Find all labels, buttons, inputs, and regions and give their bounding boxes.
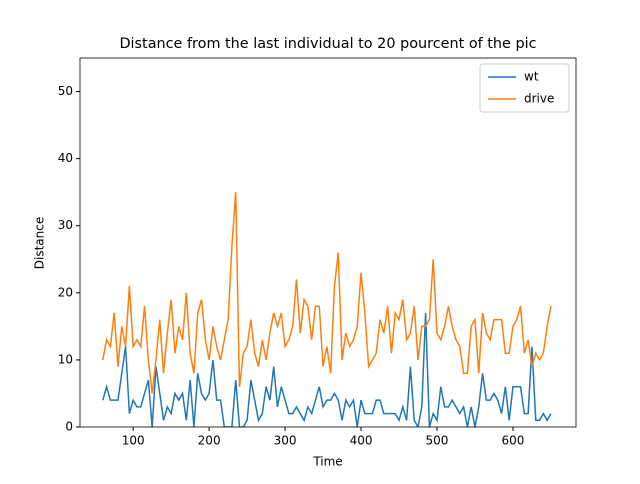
y-tick-label: 50	[58, 84, 73, 98]
legend-label: drive	[524, 92, 554, 106]
axes-frame	[79, 57, 577, 428]
x-tick-label: 400	[350, 434, 373, 448]
line-series	[102, 192, 552, 394]
y-tick-label: 0	[65, 420, 73, 434]
line-series	[102, 312, 552, 427]
x-tick-label: 600	[502, 434, 525, 448]
y-tick-label: 20	[58, 285, 73, 299]
x-tick-label: 200	[198, 434, 221, 448]
x-axis-label: Time	[312, 455, 342, 469]
y-axis-label: Distance	[33, 217, 47, 269]
y-tick-label: 30	[58, 218, 73, 232]
x-tick-label: 100	[122, 434, 145, 448]
x-tick-label: 300	[274, 434, 297, 448]
y-tick-label: 10	[58, 352, 73, 366]
legend-box	[479, 63, 570, 113]
legend-label: wt	[524, 70, 539, 84]
chart-title: Distance from the last individual to 20 …	[119, 36, 536, 52]
x-tick-label: 500	[426, 434, 449, 448]
y-tick-label: 40	[58, 151, 73, 165]
